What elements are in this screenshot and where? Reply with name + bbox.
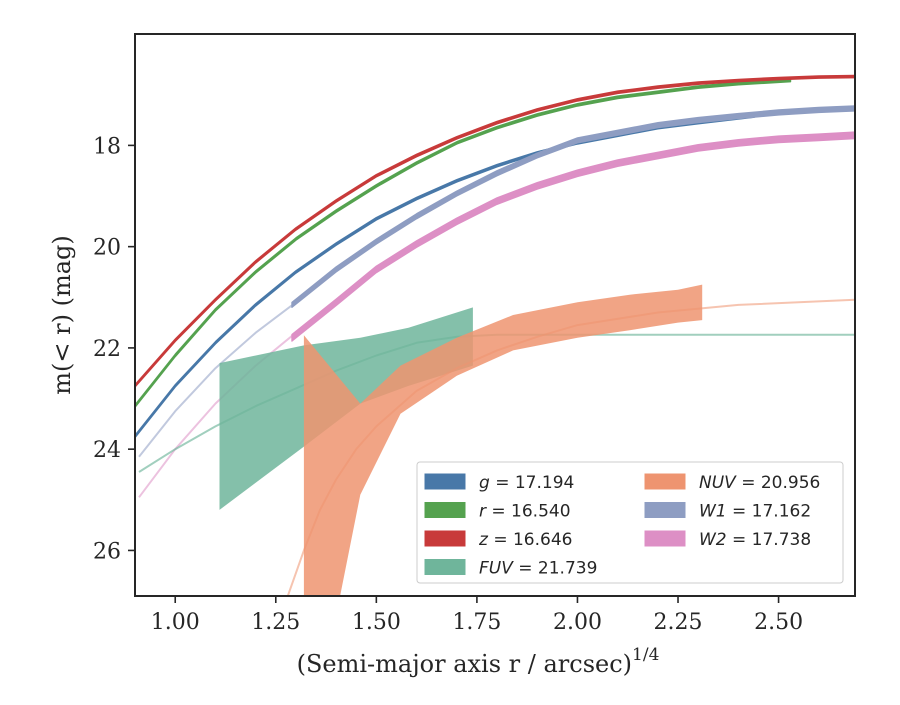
legend-swatch-z xyxy=(424,530,466,547)
x-tick-label: 1.25 xyxy=(251,610,300,635)
legend-entry-nuv: NUV = 20.956 xyxy=(699,473,820,493)
y-axis-label: m(< r) (mag) xyxy=(48,235,76,394)
legend-swatch-w1 xyxy=(644,502,686,518)
plot-frame xyxy=(134,33,856,597)
legend-frame xyxy=(416,461,844,584)
series-w2-band xyxy=(291,131,855,342)
legend: g = 17.194 r = 16.540 z = 16.646 FUV = 21.7… xyxy=(416,461,844,584)
x-axis-label-text: (Semi-major axis r / arcsec) xyxy=(297,650,632,678)
series-z-band xyxy=(135,74,855,388)
legend-swatch-w2 xyxy=(644,530,686,547)
y-tick-label: 26 xyxy=(93,539,121,564)
y-tick-label: 24 xyxy=(93,438,121,463)
y-tick-label: 22 xyxy=(93,337,121,362)
series-nuv-polygon xyxy=(303,284,703,596)
tick-layer: 1.00 1.25 1.50 1.75 2.00 2.25 2.50 18 20 22 24 26 xyxy=(93,134,803,635)
legend-swatch-r xyxy=(424,502,466,518)
y-tick-label: 20 xyxy=(93,236,121,261)
x-tick-label: 1.50 xyxy=(352,610,401,635)
legend-entry-w1: W1 = 17.162 xyxy=(699,502,811,522)
x-axis-label-exponent: 1/4 xyxy=(632,645,659,665)
y-tick-label: 18 xyxy=(93,134,121,159)
legend-entry-fuv: FUV = 21.739 xyxy=(479,559,597,579)
legend-entry-r: r = 16.540 xyxy=(479,502,571,522)
legend-swatch-nuv xyxy=(644,473,686,490)
legend-entry-z: z = 16.646 xyxy=(478,530,572,550)
series-w1-band xyxy=(291,105,855,308)
data-layer xyxy=(135,74,855,596)
x-tick-label: 2.00 xyxy=(553,610,602,635)
series-w1-model xyxy=(138,301,297,458)
x-tick-label: 2.50 xyxy=(754,610,803,635)
series-r-band xyxy=(135,78,792,408)
x-tick-label: 1.00 xyxy=(151,610,200,635)
x-tick-label: 2.25 xyxy=(654,610,703,635)
legend-swatch-g xyxy=(424,473,466,490)
legend-swatch-fuv xyxy=(424,559,466,575)
x-tick-label: 1.75 xyxy=(452,610,501,635)
legend-entry-w2: W2 = 17.738 xyxy=(699,530,811,550)
legend-entry-g: g = 17.194 xyxy=(479,473,574,493)
x-axis-label: (Semi-major axis r / arcsec)1/4 xyxy=(297,645,660,678)
